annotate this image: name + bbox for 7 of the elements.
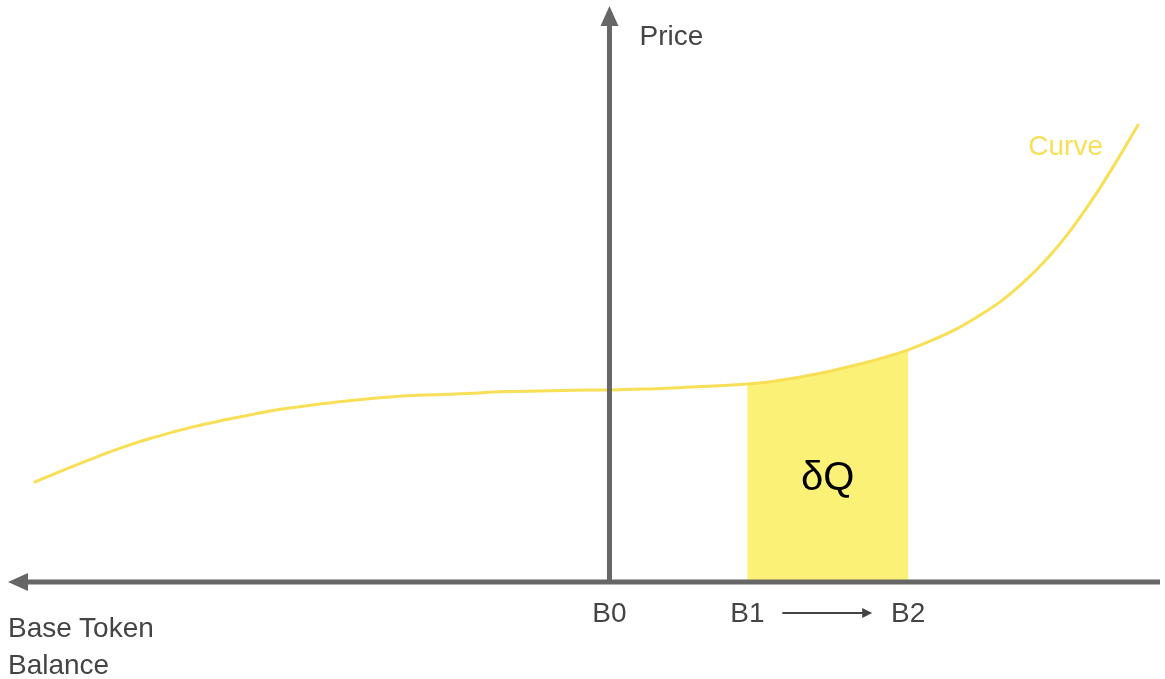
x-tick-label: B2 — [891, 597, 926, 628]
y-axis-title: Price — [639, 20, 704, 51]
x-tick-label: B0 — [592, 597, 627, 628]
band-label: δQ — [801, 454, 855, 498]
series-label: Curve — [1028, 130, 1103, 161]
x-axis-title: Base Token Balance — [8, 612, 154, 679]
x-tick-label: B1 — [730, 597, 765, 628]
